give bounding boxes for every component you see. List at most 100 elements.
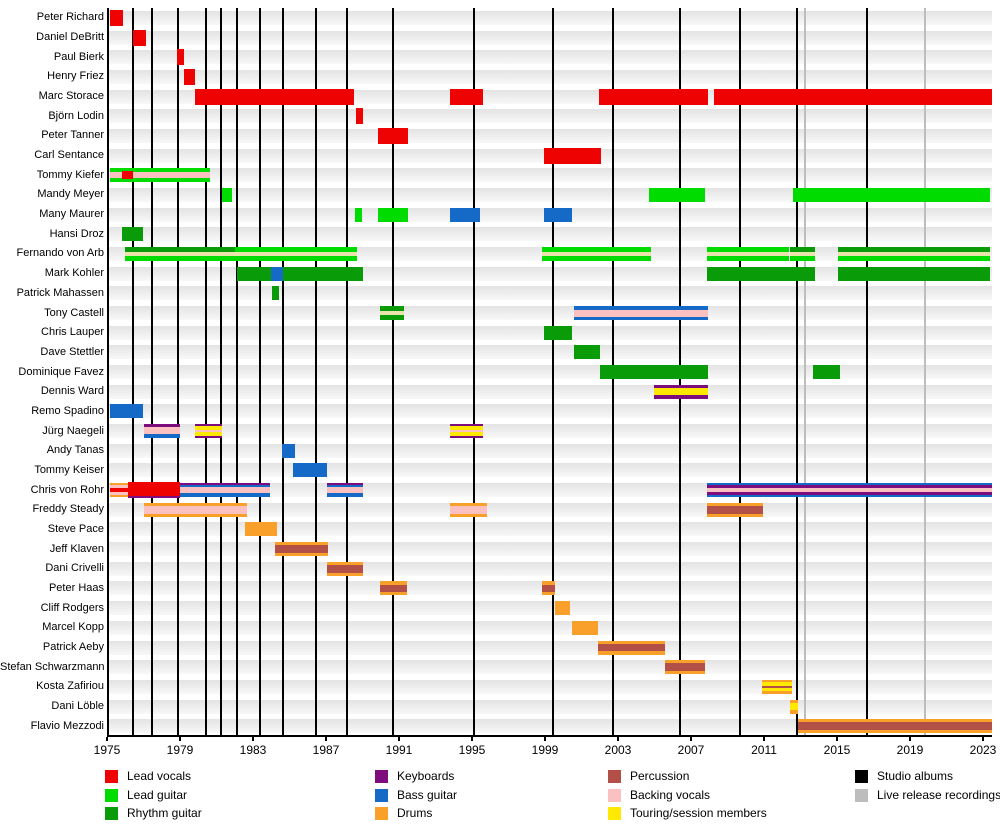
row-band: [108, 699, 992, 714]
legend-item: Percussion: [608, 770, 838, 784]
role-stripe-backing_vocals: [574, 309, 709, 317]
timeline-bar-segment: [378, 207, 409, 222]
role-stripe-backing_vocals: [194, 429, 222, 433]
legend-label: Live release recordings: [877, 787, 1000, 802]
role-stripe-lead_guitar: [793, 187, 991, 202]
role-stripe-lead_guitar: [649, 187, 705, 202]
row-band: [108, 719, 992, 734]
role-stripe-backing_vocals: [143, 427, 180, 434]
timeline-bar-segment: [132, 168, 211, 183]
member-label: Dennis Ward: [40, 385, 104, 398]
row-band: [108, 679, 992, 694]
role-stripe-pale: [379, 311, 405, 315]
role-stripe-lead_vocals: [356, 108, 364, 125]
role-stripe-keyboards: [194, 435, 222, 438]
member-label: Many Maurer: [39, 208, 104, 221]
studio-album-line: [739, 8, 742, 735]
legend-swatch-percussion: [608, 770, 621, 783]
legend-item: Keyboards: [375, 770, 605, 784]
role-stripe-lead_guitar: [109, 178, 122, 183]
legend-label: Drums: [397, 806, 433, 820]
role-stripe-lead_vocals: [177, 49, 184, 66]
member-label: Remo Spadino: [31, 404, 104, 417]
timeline-bar-segment: [282, 443, 295, 458]
timeline-bar-segment: [797, 719, 993, 734]
studio-album-line: [282, 8, 285, 735]
role-stripe-drums: [379, 581, 408, 585]
axis-tick: [325, 737, 327, 741]
legend-label: Percussion: [630, 769, 690, 783]
axis-tick-label: 2019: [896, 743, 924, 757]
role-stripe-pale: [125, 252, 235, 256]
role-stripe-lead_guitar: [234, 255, 358, 261]
role-stripe-percussion: [597, 643, 666, 652]
role-stripe-rhythm_guitar: [121, 227, 144, 242]
member-label: Dominique Favez: [18, 365, 104, 378]
role-stripe-drums: [762, 679, 793, 683]
member-label: Tommy Kiefer: [36, 168, 104, 181]
role-stripe-drums: [707, 513, 764, 517]
role-stripe-drums: [244, 522, 277, 537]
timeline-bar-segment: [121, 168, 133, 183]
role-stripe-lead_vocals: [450, 88, 483, 105]
timeline-bar-segment: [128, 482, 180, 499]
timeline-bar-segment: [177, 49, 184, 66]
legend-label: Backing vocals: [630, 787, 711, 802]
timeline-bar-segment: [450, 88, 483, 105]
role-stripe-backing_vocals: [132, 172, 211, 179]
role-stripe-backing_vocals: [450, 429, 483, 433]
studio-album-line: [346, 8, 348, 735]
role-stripe-lead_guitar: [109, 168, 122, 173]
member-label: Tommy Keiser: [34, 463, 104, 476]
role-stripe-rhythm_guitar: [574, 345, 600, 360]
role-stripe-touring: [762, 687, 793, 692]
legend-swatch-touring: [608, 807, 621, 820]
legend-swatch-lead_vocals: [105, 770, 118, 783]
timeline-bar-segment: [272, 286, 279, 301]
role-stripe-drums: [143, 513, 247, 517]
row-band: [108, 168, 992, 183]
role-stripe-rhythm_guitar: [707, 266, 816, 281]
row-band: [108, 640, 992, 655]
timeline-bar-segment: [326, 561, 364, 576]
timeline-bar-segment: [378, 127, 409, 144]
role-stripe-drums: [789, 710, 798, 714]
axis-tick: [690, 737, 692, 741]
role-stripe-backing_vocals: [109, 485, 128, 489]
timeline-bar-segment: [450, 502, 487, 517]
role-stripe-pale: [542, 252, 651, 256]
role-stripe-percussion: [665, 663, 705, 671]
role-stripe-backing_vocals: [109, 172, 122, 179]
member-label: Mandy Meyer: [37, 188, 104, 201]
row-band: [108, 660, 992, 675]
axis-tick-label: 1991: [385, 743, 413, 757]
timeline-bar-segment: [793, 187, 991, 202]
axis-tick: [471, 737, 473, 741]
role-stripe-drums: [707, 502, 764, 506]
role-stripe-rhythm_guitar: [379, 314, 405, 320]
timeline-bar-segment: [762, 679, 793, 694]
legend-swatch-lead_guitar: [105, 788, 118, 802]
member-label: Stefan Schwarzmann: [0, 660, 105, 673]
studio-album-line: [472, 8, 475, 735]
role-stripe-rhythm_guitar: [379, 306, 405, 312]
member-label: Flavio Mezzodi: [30, 719, 104, 732]
axis-tick: [909, 737, 911, 741]
role-stripe-lead_guitar: [121, 168, 133, 172]
role-stripe-drums: [555, 601, 570, 616]
timeline-bar-segment: [542, 581, 556, 596]
role-stripe-bass: [450, 207, 481, 222]
role-stripe-keyboards: [450, 424, 483, 427]
timeline-bar-segment: [544, 147, 601, 164]
axis-tick-label: 1975: [93, 743, 121, 757]
role-stripe-rhythm_guitar: [272, 286, 279, 301]
studio-album-line: [220, 8, 223, 735]
role-stripe-lead_vocals: [713, 88, 993, 105]
role-stripe-bass: [180, 485, 271, 488]
axis-tick-label: 2007: [677, 743, 705, 757]
role-stripe-drums: [597, 640, 666, 644]
role-stripe-lead_guitar: [132, 168, 211, 173]
role-stripe-keyboards: [326, 483, 364, 486]
legend-label: Studio albums: [877, 769, 954, 783]
role-stripe-drums: [109, 495, 128, 498]
